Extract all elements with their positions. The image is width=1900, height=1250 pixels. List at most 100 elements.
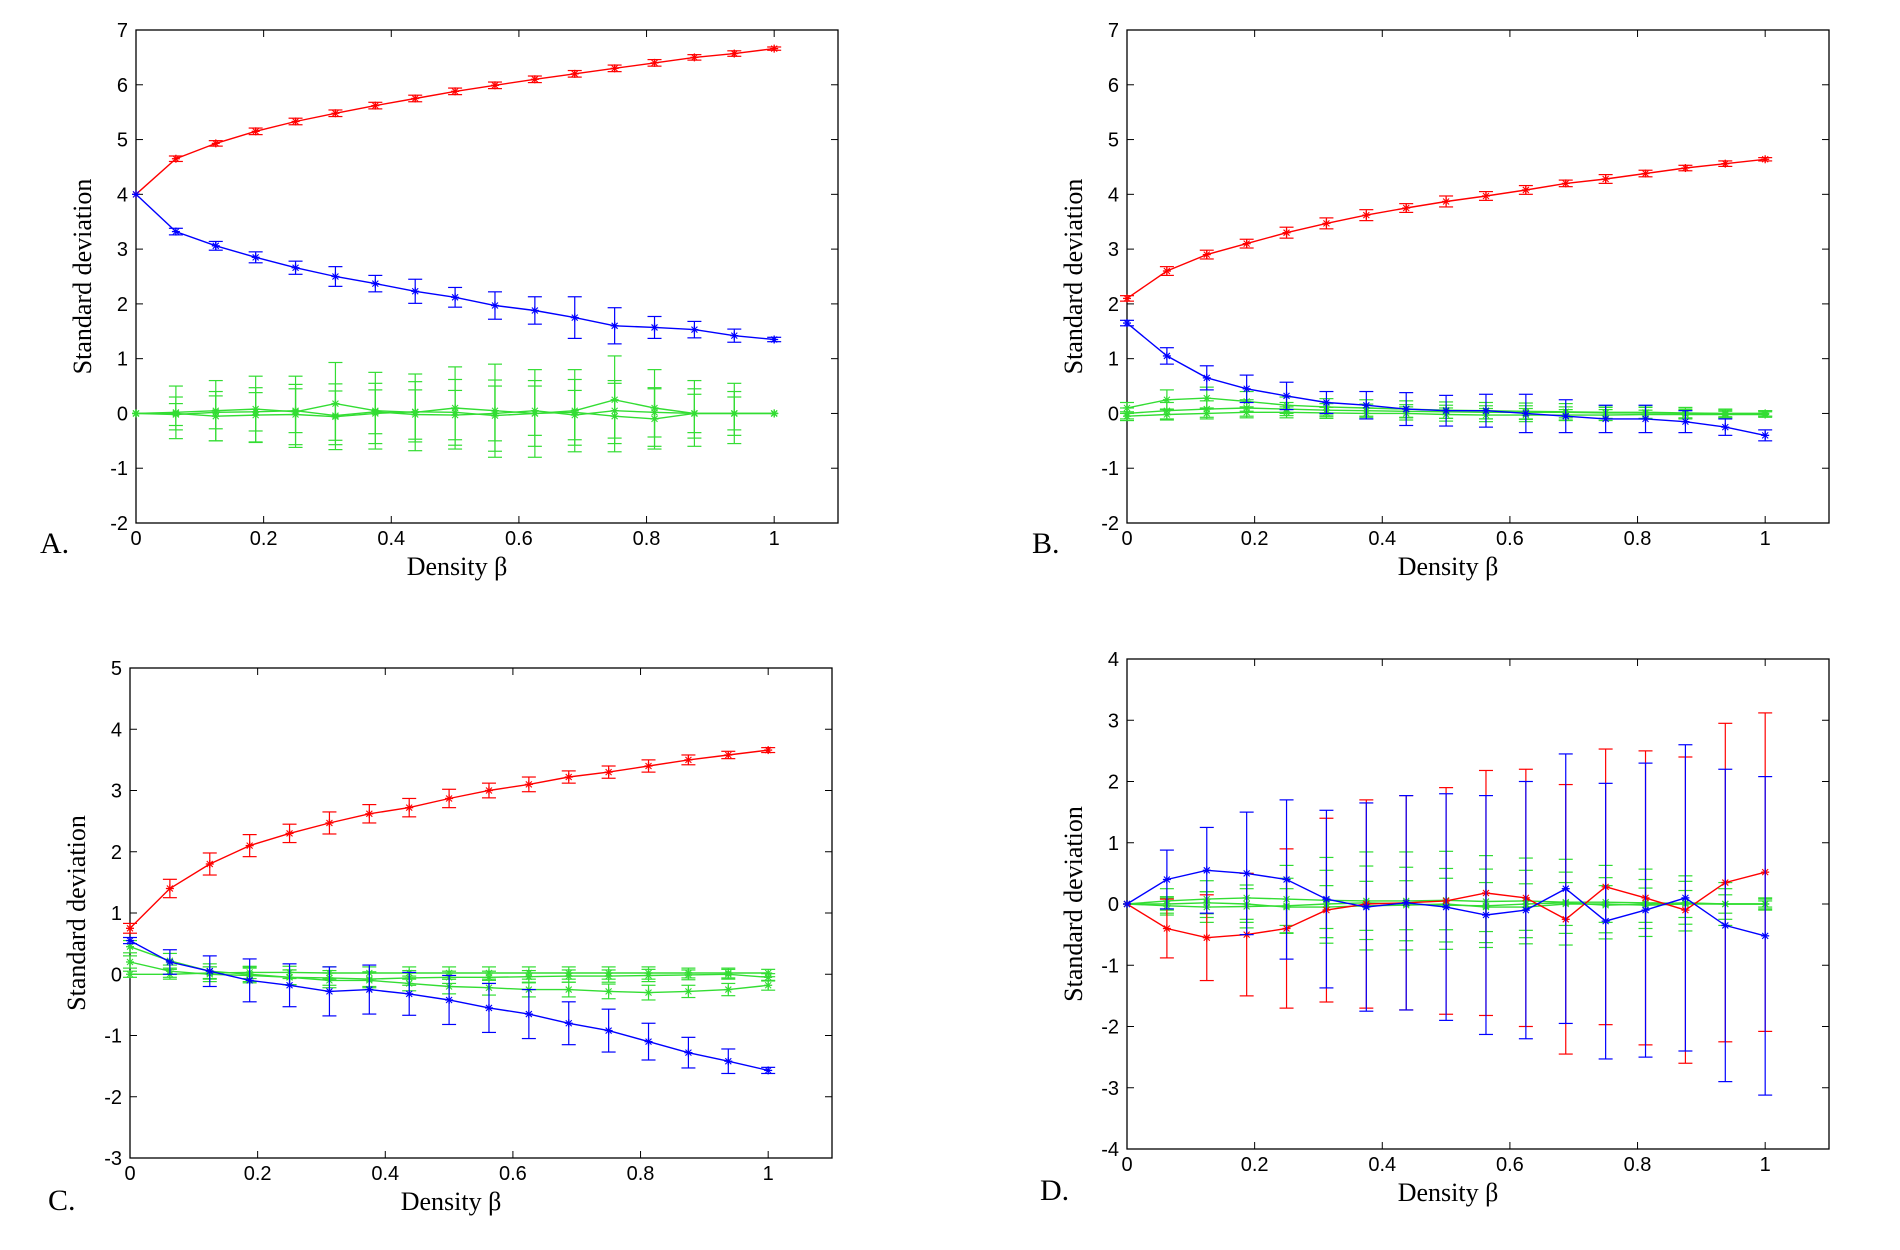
marker-stroke — [1323, 895, 1330, 903]
data-point — [484, 969, 493, 978]
marker-stroke — [571, 70, 579, 78]
marker-stroke — [1123, 412, 1131, 420]
marker-stroke — [371, 408, 379, 416]
marker-stroke — [485, 787, 493, 794]
data-point — [325, 818, 334, 827]
marker-stroke — [371, 102, 379, 109]
y-tick-label: -3 — [104, 1148, 122, 1170]
x-tick-label: 0 — [124, 1163, 135, 1185]
y-tick-label: 4 — [1108, 184, 1119, 206]
marker-stroke — [1602, 917, 1610, 925]
data-point — [604, 768, 613, 777]
data-point — [490, 409, 499, 418]
data-point — [524, 1010, 533, 1019]
y-tick-label: 1 — [1108, 833, 1119, 855]
data-point — [211, 408, 220, 417]
data-point — [1123, 294, 1131, 303]
data-point — [411, 410, 420, 419]
data-point — [445, 995, 454, 1004]
y-tick-label: 5 — [117, 130, 128, 152]
marker-stroke — [611, 64, 619, 72]
x-tick-label: 1 — [1760, 528, 1771, 550]
x-tick-label: 0.6 — [1496, 528, 1524, 550]
x-tick-label: 1 — [1760, 1154, 1771, 1176]
marker-stroke — [166, 958, 174, 966]
data-point — [1481, 406, 1490, 415]
marker-stroke — [126, 970, 134, 978]
data-point — [205, 967, 214, 976]
data-point — [1362, 401, 1371, 410]
series-red — [1123, 712, 1773, 1064]
y-tick-label: 7 — [117, 20, 128, 42]
data-point — [1442, 197, 1451, 206]
y-tick-label: 2 — [1108, 772, 1119, 794]
panel-letter: B. — [1032, 527, 1060, 560]
marker-stroke — [764, 981, 772, 989]
data-point — [1761, 410, 1770, 419]
marker-stroke — [1602, 175, 1610, 183]
marker-stroke — [451, 87, 459, 95]
marker-stroke — [1682, 894, 1689, 902]
data-point — [644, 969, 653, 978]
data-point — [1402, 898, 1411, 907]
x-tick-label: 0.8 — [633, 528, 661, 550]
data-point — [524, 780, 533, 789]
x-tick-label: 0.4 — [1368, 1154, 1396, 1176]
marker-stroke — [405, 804, 413, 812]
marker-stroke — [332, 109, 339, 117]
marker-stroke — [451, 411, 459, 419]
marker-stroke — [724, 986, 732, 993]
data-point — [1123, 319, 1131, 328]
data-point — [684, 969, 693, 978]
marker-stroke — [1482, 911, 1490, 919]
series-blue — [132, 190, 782, 345]
data-point — [644, 988, 653, 997]
marker-stroke — [485, 1004, 493, 1012]
marker-stroke — [411, 287, 419, 295]
series-blue — [1123, 744, 1773, 1096]
marker-stroke — [685, 1049, 692, 1057]
x-axis-label: Density β — [407, 552, 508, 581]
marker-stroke — [1362, 401, 1370, 409]
marker-stroke — [212, 242, 220, 250]
data-point — [1561, 179, 1570, 188]
data-point — [365, 809, 374, 818]
marker-stroke — [1721, 922, 1729, 929]
marker-stroke — [1163, 352, 1171, 360]
data-point — [610, 64, 619, 73]
data-point — [211, 139, 220, 148]
data-point — [1202, 409, 1211, 418]
series-line-red — [135, 47, 775, 195]
marker-stroke — [565, 969, 573, 977]
data-point — [245, 976, 254, 985]
data-point — [1202, 933, 1211, 942]
data-point — [650, 58, 659, 67]
marker-stroke — [770, 410, 778, 417]
marker-stroke — [1562, 179, 1570, 187]
marker-stroke — [691, 326, 698, 334]
marker-stroke — [491, 302, 499, 309]
data-point — [1202, 250, 1211, 259]
marker-stroke — [172, 155, 180, 163]
data-point — [1162, 351, 1171, 360]
y-tick-label: 5 — [1108, 130, 1119, 152]
data-point — [211, 241, 220, 250]
y-tick-label: 2 — [111, 842, 122, 864]
y-axis-label: Standard deviation — [1059, 179, 1088, 375]
y-tick-label: 1 — [117, 349, 128, 371]
y-tick-label: 4 — [117, 184, 128, 206]
data-point — [524, 969, 533, 978]
y-tick-label: -2 — [1101, 1017, 1119, 1039]
marker-stroke — [1163, 925, 1171, 932]
y-tick-label: 3 — [117, 239, 128, 261]
data-point — [405, 989, 414, 998]
marker-stroke — [605, 969, 613, 977]
data-point — [291, 263, 300, 272]
data-point — [1721, 159, 1730, 168]
data-point — [205, 860, 214, 868]
data-point — [1601, 917, 1610, 926]
data-point — [1123, 412, 1131, 421]
y-tick-label: 0 — [1108, 894, 1119, 916]
marker-stroke — [1402, 899, 1410, 907]
data-point — [1481, 911, 1490, 920]
